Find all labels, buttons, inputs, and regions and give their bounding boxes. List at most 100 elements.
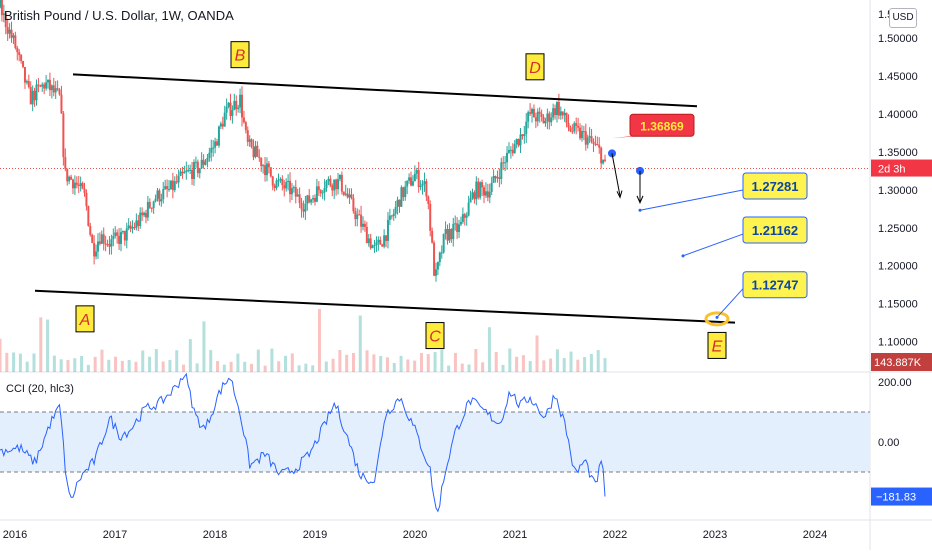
- candle-body: [308, 195, 311, 203]
- candle-body: [483, 187, 485, 196]
- volume-bar: [12, 352, 16, 372]
- candle-body: [371, 245, 374, 249]
- volume-bar: [80, 355, 84, 372]
- candle-body: [415, 170, 418, 174]
- price-tick-label: 1.25000: [878, 223, 918, 235]
- last-price-label: 2d 3h: [878, 164, 906, 176]
- candle-body: [296, 194, 299, 197]
- volume-bar: [141, 350, 145, 372]
- candle-body: [323, 187, 326, 193]
- candle-body: [173, 181, 176, 191]
- wave-label-D: D: [529, 60, 541, 77]
- candle-body: [143, 212, 146, 216]
- volume-bar: [168, 360, 172, 372]
- candle-body: [525, 121, 528, 135]
- candle-body: [12, 35, 15, 38]
- candle-body: [369, 238, 372, 249]
- volume-bar: [161, 361, 165, 372]
- candle-body: [33, 90, 36, 101]
- volume-bar: [576, 359, 580, 372]
- price-tick-label: 1.40000: [878, 109, 918, 121]
- candle-body: [319, 190, 322, 194]
- candle-body: [41, 84, 44, 87]
- candle-body: [89, 225, 92, 235]
- candle-body: [221, 123, 224, 127]
- candle-body: [492, 175, 495, 183]
- currency-badge[interactable]: USD: [889, 8, 917, 28]
- candle-body: [258, 156, 261, 158]
- candle-body: [279, 178, 282, 181]
- candle-body: [192, 162, 195, 180]
- time-tick-label: 2018: [203, 529, 227, 541]
- candle-body: [235, 100, 238, 109]
- volume-bar: [66, 360, 70, 372]
- candle-body: [210, 147, 213, 153]
- wave-label-C: C: [429, 329, 441, 346]
- candle-body: [469, 198, 472, 203]
- volume-bar: [419, 352, 423, 372]
- candle-body: [125, 228, 128, 241]
- candle-body: [164, 186, 167, 189]
- candle-body: [120, 232, 122, 244]
- candle-body: [569, 127, 572, 132]
- candle-body: [250, 139, 253, 147]
- candle-body: [162, 188, 165, 200]
- candle-body: [365, 226, 368, 244]
- volume-bar: [154, 349, 158, 372]
- candle-body: [344, 193, 347, 195]
- candle-body: [352, 198, 355, 212]
- candle-body: [523, 134, 526, 137]
- volume-bar: [481, 362, 485, 372]
- candle-body: [484, 191, 487, 196]
- candle-body: [39, 85, 42, 87]
- volume-bar: [39, 317, 43, 372]
- candle-body: [340, 174, 343, 192]
- cci-indicator-label: CCI (20, hlc3): [6, 383, 74, 395]
- candle-body: [114, 232, 117, 236]
- candle-body: [281, 178, 284, 186]
- candle-body: [423, 181, 426, 184]
- candle-body: [350, 194, 353, 199]
- volume-bar: [202, 321, 206, 372]
- candle-body: [85, 192, 88, 207]
- candle-body: [502, 162, 505, 164]
- candle-body: [264, 165, 267, 176]
- volume-bar: [290, 353, 294, 372]
- candle-body: [10, 29, 13, 38]
- volume-bar: [426, 354, 430, 372]
- chart-title: British Pound / U.S. Dollar, 1W, OANDA: [4, 8, 234, 23]
- volume-bar: [93, 356, 97, 372]
- candle-body: [498, 177, 501, 179]
- candle-body: [515, 138, 518, 145]
- candle-body: [43, 84, 46, 89]
- volume-bar: [535, 335, 539, 372]
- callout-box: [742, 172, 808, 200]
- volume-bar: [508, 348, 512, 372]
- candle-body: [225, 106, 228, 113]
- candle-body: [156, 190, 159, 199]
- projection-arrow: [611, 153, 621, 196]
- candle-body: [70, 176, 73, 180]
- callout-anchor: [715, 315, 719, 319]
- candle-body: [425, 181, 428, 197]
- wave-label-A: A: [79, 312, 91, 329]
- candle-body: [106, 243, 109, 245]
- candle-body: [561, 111, 564, 116]
- candle-body: [362, 223, 364, 227]
- candle-body: [438, 252, 441, 263]
- candle-body: [348, 194, 351, 198]
- volume-bar: [25, 361, 29, 372]
- candle-body: [133, 227, 136, 229]
- volume-bar: [5, 352, 9, 372]
- volume-bar: [229, 361, 233, 372]
- candle-body: [536, 111, 539, 122]
- candle-body: [116, 232, 119, 236]
- candle-body: [95, 251, 98, 257]
- candle-body: [552, 108, 555, 118]
- candle-body: [358, 214, 361, 216]
- candle-body: [594, 143, 597, 145]
- candle-body: [4, 13, 7, 28]
- candle-body: [521, 134, 524, 137]
- volume-bar: [521, 355, 525, 372]
